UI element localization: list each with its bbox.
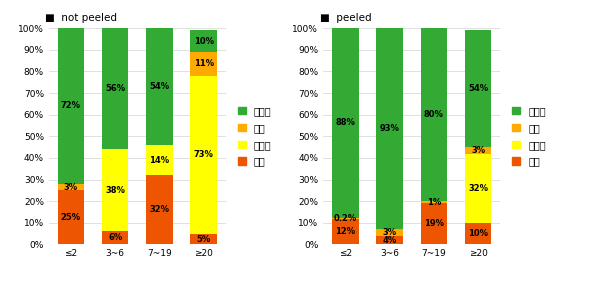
Bar xyxy=(332,219,359,244)
Bar xyxy=(102,28,129,149)
Text: 54%: 54% xyxy=(149,82,170,91)
Text: 25%: 25% xyxy=(61,213,81,222)
Text: 3%: 3% xyxy=(382,228,397,237)
Bar xyxy=(465,223,491,244)
Bar xyxy=(465,147,491,154)
Text: 6%: 6% xyxy=(108,234,123,243)
Text: 32%: 32% xyxy=(468,184,488,193)
Text: 12%: 12% xyxy=(336,227,356,236)
Bar xyxy=(58,184,84,191)
Bar xyxy=(190,30,217,52)
Bar xyxy=(420,203,447,244)
Text: 72%: 72% xyxy=(61,101,81,110)
Bar xyxy=(146,175,173,244)
Text: 3%: 3% xyxy=(64,183,78,192)
Text: 56%: 56% xyxy=(105,84,125,93)
Bar xyxy=(58,28,84,184)
Text: 4%: 4% xyxy=(382,236,397,245)
Bar xyxy=(376,28,403,229)
Text: 1%: 1% xyxy=(426,198,441,207)
Bar xyxy=(465,30,491,147)
Text: 3%: 3% xyxy=(471,146,485,155)
Bar xyxy=(190,52,217,76)
Text: 38%: 38% xyxy=(106,186,125,195)
Text: ■  peeled: ■ peeled xyxy=(320,13,371,23)
Text: 80%: 80% xyxy=(424,110,443,119)
Bar xyxy=(190,76,217,234)
Text: ■  not peeled: ■ not peeled xyxy=(45,13,117,23)
Legend: 도라지, 더덕, 산양삼, 언삼: 도라지, 더덕, 산양삼, 언삼 xyxy=(509,102,550,170)
Text: 11%: 11% xyxy=(193,59,214,68)
Text: 10%: 10% xyxy=(194,37,213,46)
Bar xyxy=(332,218,359,219)
Bar xyxy=(420,28,447,201)
Text: 10%: 10% xyxy=(468,229,488,238)
Bar xyxy=(102,149,129,232)
Text: 73%: 73% xyxy=(194,150,213,159)
Text: 5%: 5% xyxy=(196,235,211,244)
Bar xyxy=(332,28,359,218)
Bar xyxy=(102,232,129,244)
Bar xyxy=(376,229,403,236)
Text: 19%: 19% xyxy=(424,219,444,228)
Legend: 도라지, 더덕, 산양삼, 언삼: 도라지, 더덕, 산양삼, 언삼 xyxy=(234,102,275,170)
Bar xyxy=(376,236,403,244)
Bar xyxy=(58,191,84,244)
Bar xyxy=(146,28,173,145)
Text: 14%: 14% xyxy=(149,156,170,165)
Text: 88%: 88% xyxy=(336,118,355,127)
Bar xyxy=(146,145,173,175)
Text: 93%: 93% xyxy=(379,124,400,133)
Bar xyxy=(190,234,217,244)
Bar xyxy=(420,201,447,203)
Text: 0.2%: 0.2% xyxy=(334,214,357,223)
Text: 32%: 32% xyxy=(149,205,170,214)
Bar xyxy=(465,154,491,223)
Text: 54%: 54% xyxy=(468,84,488,93)
